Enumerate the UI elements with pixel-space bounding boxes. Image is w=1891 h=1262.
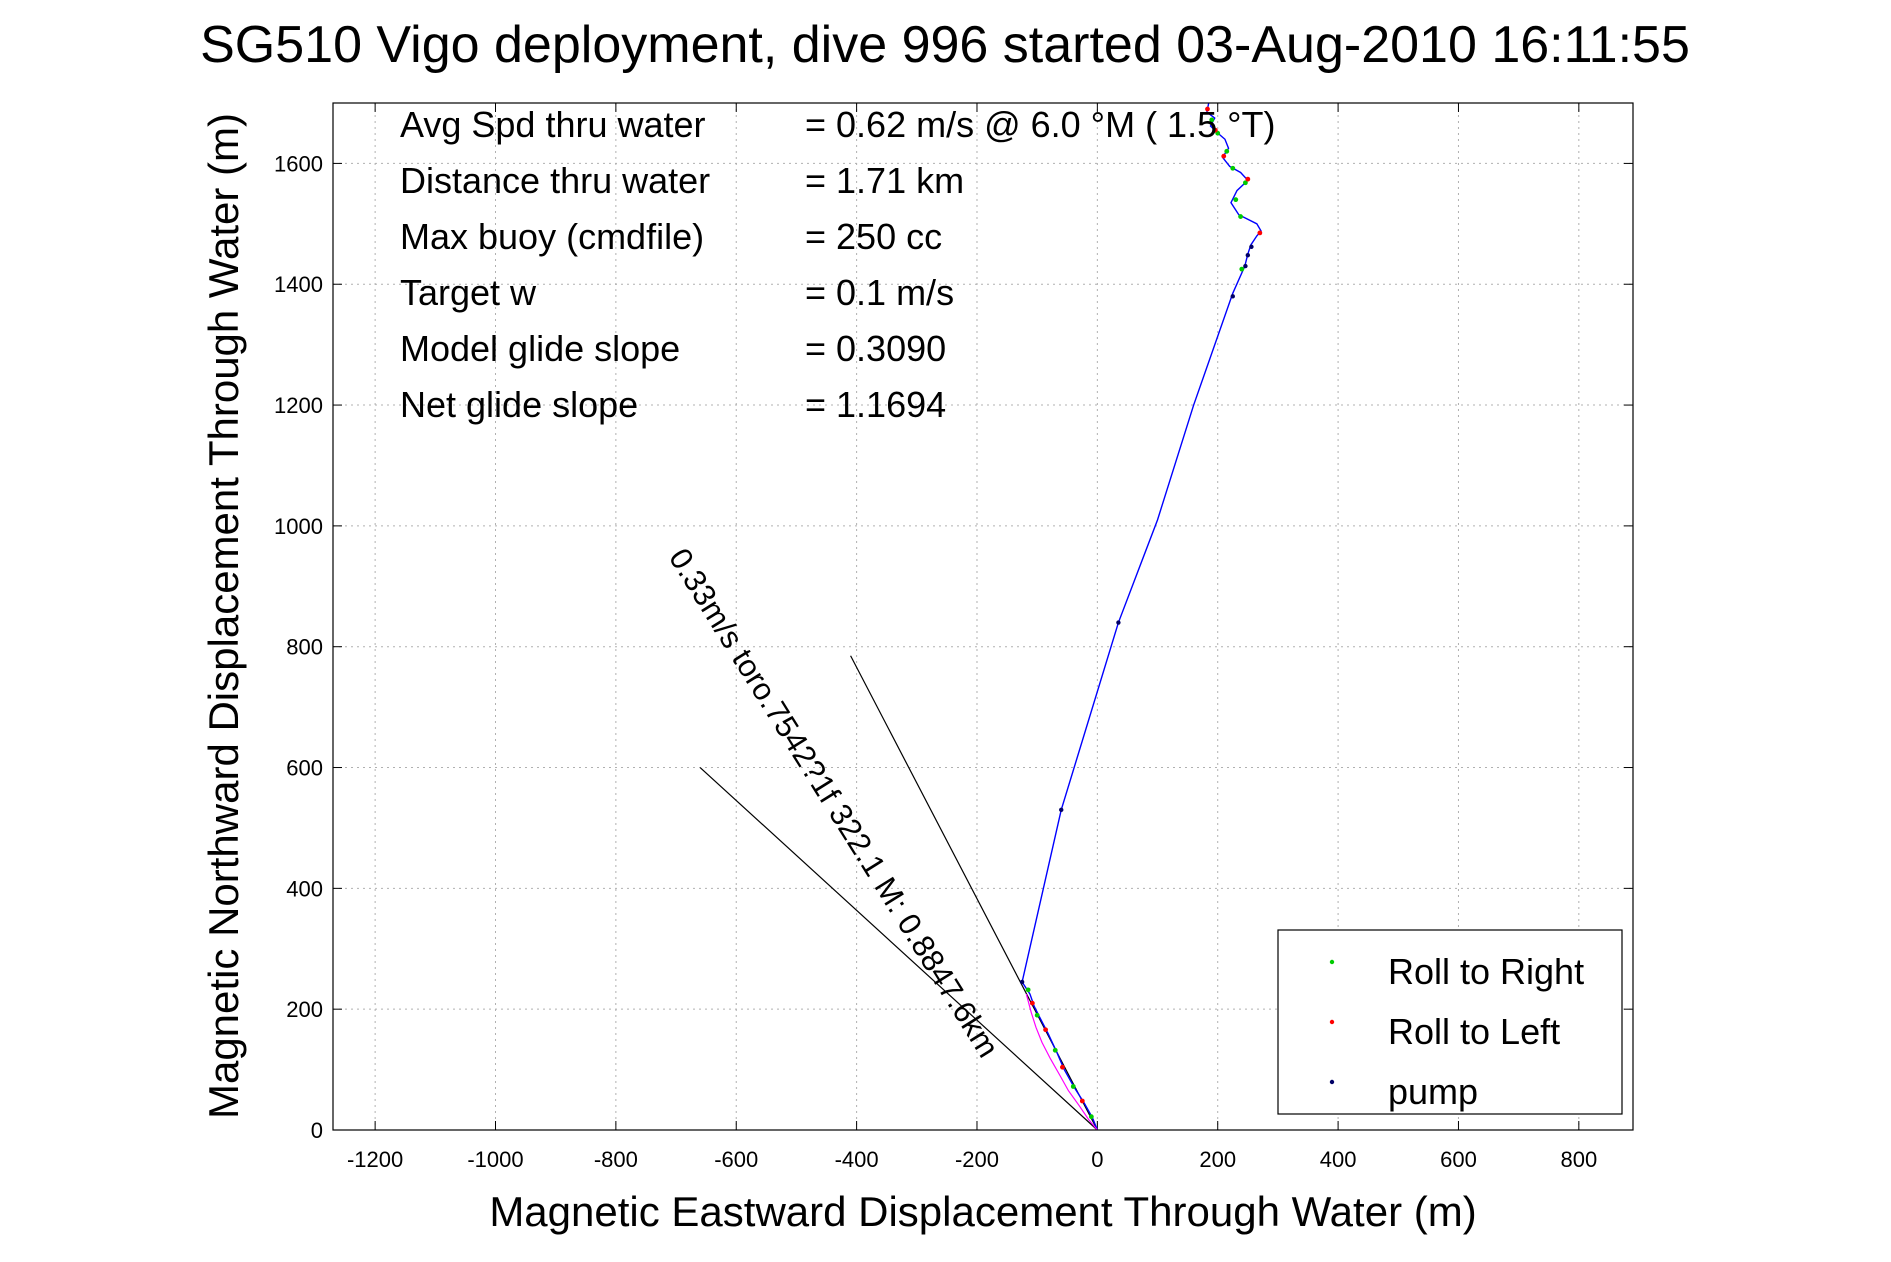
track-series xyxy=(1021,102,1262,1131)
current-series xyxy=(1025,993,1098,1131)
roll-right-point xyxy=(1239,266,1245,272)
stat-label: Distance thru water xyxy=(400,160,710,201)
roll-left-point xyxy=(1205,106,1210,112)
stats-block: Avg Spd thru water = 0.62 m/s @ 6.0 °M ( … xyxy=(400,104,1275,425)
y-tick-label: 1200 xyxy=(274,393,323,418)
pump-point xyxy=(1249,244,1254,249)
legend-marker-roll-right xyxy=(1329,959,1335,965)
roll-left-point xyxy=(1245,176,1251,182)
stat-label: Model glide slope xyxy=(400,328,680,369)
pump-point xyxy=(1116,620,1121,625)
legend-label-pump: pump xyxy=(1388,1071,1478,1112)
roll-left-point xyxy=(1257,230,1263,236)
y-tick-label: 0 xyxy=(311,1118,323,1143)
y-tick-label: 200 xyxy=(286,997,323,1022)
y-axis-ticks: 0 200 400 600 800 1000 1200 1400 1600 xyxy=(274,151,1633,1143)
roll-right-point xyxy=(1243,180,1248,186)
roll-right-point xyxy=(1233,197,1239,203)
stat-label: Net glide slope xyxy=(400,384,638,425)
roll-left-point xyxy=(1060,1064,1065,1070)
pump-point xyxy=(1243,263,1248,269)
roll-left-point xyxy=(1029,1000,1035,1006)
roll-right-point xyxy=(1052,1047,1058,1053)
stat-value: = 0.3090 xyxy=(805,328,946,369)
x-tick-label: -600 xyxy=(714,1147,758,1172)
stat-value: = 250 cc xyxy=(805,216,942,257)
legend-marker-roll-left xyxy=(1329,1019,1335,1025)
x-tick-label: -1200 xyxy=(347,1147,403,1172)
roll-left-point xyxy=(1212,127,1218,133)
roll-right-point xyxy=(1034,1012,1040,1018)
chart-title: SG510 Vigo deployment, dive 996 started … xyxy=(200,16,1690,74)
x-tick-label: 400 xyxy=(1320,1147,1357,1172)
x-tick-label: 0 xyxy=(1091,1147,1103,1172)
stat-value: = 0.1 m/s xyxy=(805,272,954,313)
reference-line xyxy=(699,767,1098,1131)
roll-left-point xyxy=(1043,1027,1048,1033)
x-tick-label: -800 xyxy=(594,1147,638,1172)
y-tick-label: 600 xyxy=(286,756,323,781)
pump-point xyxy=(1059,807,1064,813)
legend: Roll to Right Roll to Left pump xyxy=(1277,929,1623,1115)
pump-point xyxy=(1019,979,1025,985)
roll-right-point xyxy=(1209,117,1215,123)
stat-label: Target w xyxy=(400,272,537,313)
x-tick-label: -400 xyxy=(835,1147,879,1172)
legend-label-roll-left: Roll to Left xyxy=(1388,1011,1560,1052)
stat-value: = 0.62 m/s @ 6.0 °M ( 1.5 °T) xyxy=(805,104,1275,145)
pump-point xyxy=(1245,253,1251,258)
legend-box xyxy=(1277,929,1623,1115)
x-tick-label: -1000 xyxy=(467,1147,523,1172)
y-tick-label: 1400 xyxy=(274,272,323,297)
x-axis-ticks: -1200 -1000 -800 -600 -400 -200 0 200 400 600 800 xyxy=(347,103,1597,1172)
plot-frame xyxy=(332,102,1634,1131)
stat-label: Avg Spd thru water xyxy=(400,104,706,145)
y-axis-label: Magnetic Northward Displacement Through … xyxy=(200,113,247,1119)
y-tick-label: 1000 xyxy=(274,514,323,539)
x-tick-label: 800 xyxy=(1560,1147,1597,1172)
x-axis-label: Magnetic Eastward Displacement Through W… xyxy=(489,1188,1476,1235)
stat-value: = 1.1694 xyxy=(805,384,946,425)
y-tick-label: 400 xyxy=(286,876,323,901)
roll-right-point xyxy=(1224,148,1230,154)
roll-right-point xyxy=(1230,165,1236,171)
markers xyxy=(1019,106,1263,1120)
legend-marker-pump xyxy=(1329,1079,1335,1085)
stat-label: Max buoy (cmdfile) xyxy=(400,216,704,257)
y-tick-label: 1600 xyxy=(274,151,323,176)
current-line xyxy=(1025,993,1098,1131)
x-tick-label: 200 xyxy=(1199,1147,1236,1172)
track-line xyxy=(1021,102,1262,1131)
roll-right-point xyxy=(1238,214,1243,219)
x-tick-label: -200 xyxy=(955,1147,999,1172)
roll-left-point xyxy=(1221,153,1227,159)
x-tick-label: 600 xyxy=(1440,1147,1477,1172)
roll-right-point xyxy=(1025,987,1031,993)
stat-value: = 1.71 km xyxy=(805,160,964,201)
roll-right-point xyxy=(1070,1084,1076,1089)
y-tick-label: 800 xyxy=(286,635,323,660)
pump-point xyxy=(1230,294,1235,299)
roll-right-point xyxy=(1088,1114,1094,1120)
roll-left-point xyxy=(1079,1098,1085,1104)
legend-label-roll-right: Roll to Right xyxy=(1388,951,1584,992)
